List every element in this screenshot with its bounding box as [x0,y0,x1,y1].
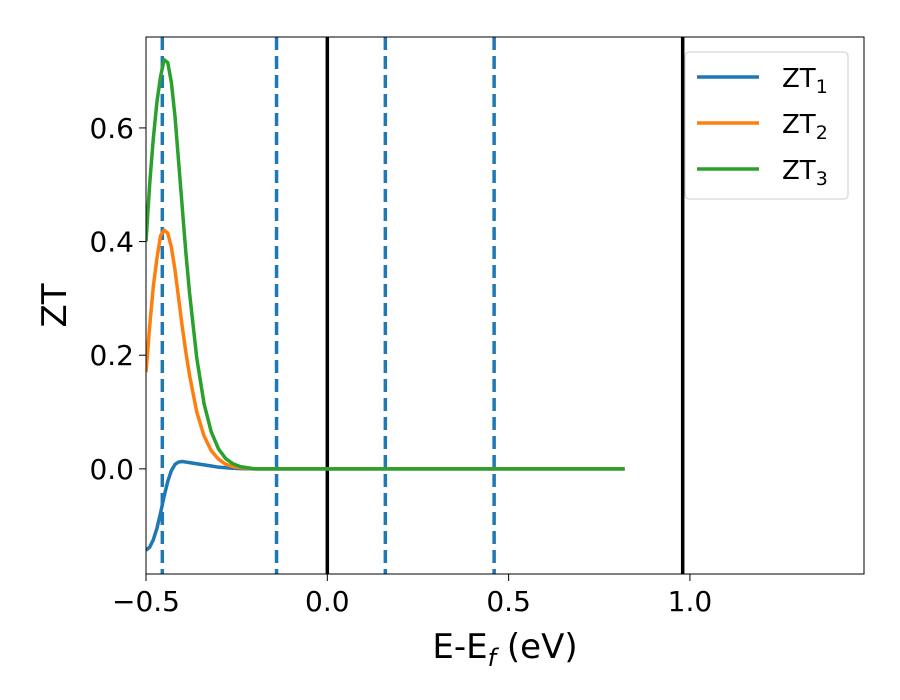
y-axis-label: ZT [35,283,75,327]
legend-label-sub: 2 [816,122,828,144]
series-line-zt3 [146,57,625,471]
legend-label-sub: 1 [816,76,828,98]
x-tick-label-0: −0.5 [112,585,180,618]
ticks-layer: −0.5 0.0 0.5 1.0 0.0 0.2 0.4 0.6 [89,112,712,618]
x-tick-label-3: 1.0 [668,585,713,618]
axes-frame [145,36,865,575]
legend-label-main: ZT [782,64,816,94]
legend-label-main: ZT [782,110,816,140]
x-axis-label: E-Ef (eV) [432,627,577,672]
series-layer [146,57,625,552]
x-axis-label-unit: (eV) [496,627,578,667]
x-axis-label-main: E-E [432,627,487,667]
legend-label-zt1: ZT1 [782,64,828,98]
legend-label-zt3: ZT3 [782,156,828,190]
y-tick-label-0: 0.0 [89,453,134,486]
plot-area [160,37,685,574]
legend-label-main: ZT [782,156,816,186]
legend-label-sub: 3 [816,168,828,190]
y-tick-label-2: 0.4 [89,226,134,259]
y-tick-label-1: 0.2 [89,339,134,372]
series-group [146,57,625,552]
y-tick-label-3: 0.6 [89,112,134,145]
x-tick-label-1: 0.0 [305,585,350,618]
x-tick-label-2: 0.5 [486,585,531,618]
legend-label-zt2: ZT2 [782,110,828,144]
legend-box [684,51,849,200]
